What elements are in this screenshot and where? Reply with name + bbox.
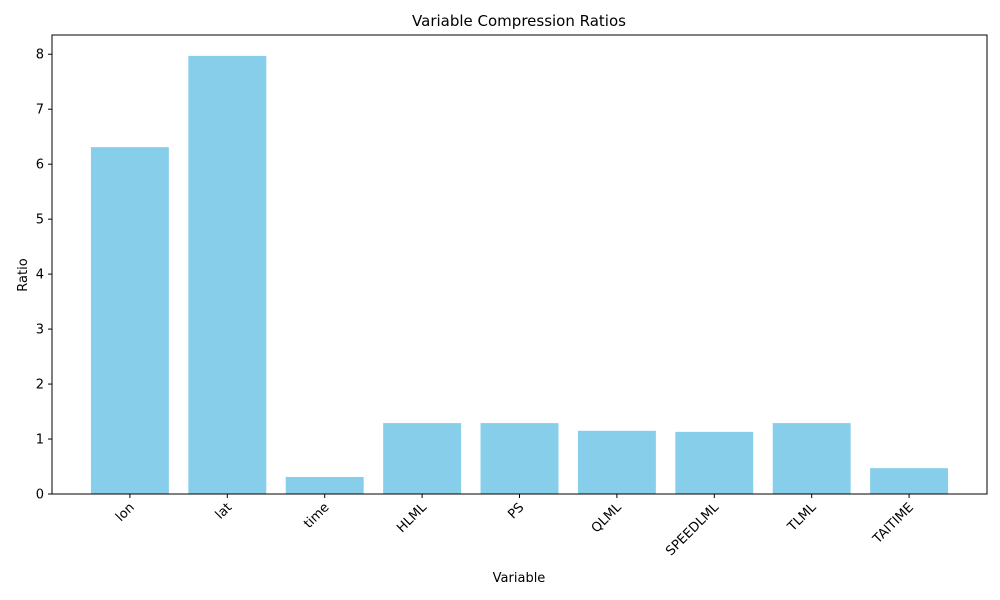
y-tick-label: 3 xyxy=(36,323,44,338)
bar-tlml xyxy=(772,423,851,494)
x-tick-label-ps: PS xyxy=(505,500,527,522)
x-tick-label-lon: lon xyxy=(113,500,138,525)
bar-time xyxy=(285,476,364,494)
x-tick-label-speedlml: SPEEDLML xyxy=(663,500,722,559)
bar-hlml xyxy=(383,423,462,494)
y-tick-label: 4 xyxy=(36,268,44,283)
x-tick-label-qlml: QLML xyxy=(589,500,626,537)
bar-ps xyxy=(480,423,559,494)
x-tick-label-tlml: TLML xyxy=(784,500,820,536)
x-axis-label: Variable xyxy=(493,571,546,586)
x-tick-label-lat: lat xyxy=(213,500,235,522)
bar-taitime xyxy=(870,468,949,494)
x-tick-label-taitime: TAITIME xyxy=(870,500,917,547)
chart-title: Variable Compression Ratios xyxy=(412,12,626,30)
y-tick-label: 1 xyxy=(36,433,44,448)
bar-lat xyxy=(188,55,267,494)
plot-area xyxy=(90,55,949,494)
y-tick-label: 0 xyxy=(36,488,44,503)
y-axis-label: Ratio xyxy=(16,258,31,291)
y-tick-label: 6 xyxy=(36,158,44,173)
bar-qlml xyxy=(577,430,656,494)
x-tick-label-time: time xyxy=(301,500,332,531)
y-tick-label: 5 xyxy=(36,213,44,228)
bar-speedlml xyxy=(675,431,754,494)
x-tick-label-hlml: HLML xyxy=(394,500,430,536)
y-tick-label: 8 xyxy=(36,48,44,63)
y-tick-label: 2 xyxy=(36,378,44,393)
y-tick-label: 7 xyxy=(36,103,44,118)
bar-lon xyxy=(90,147,169,494)
